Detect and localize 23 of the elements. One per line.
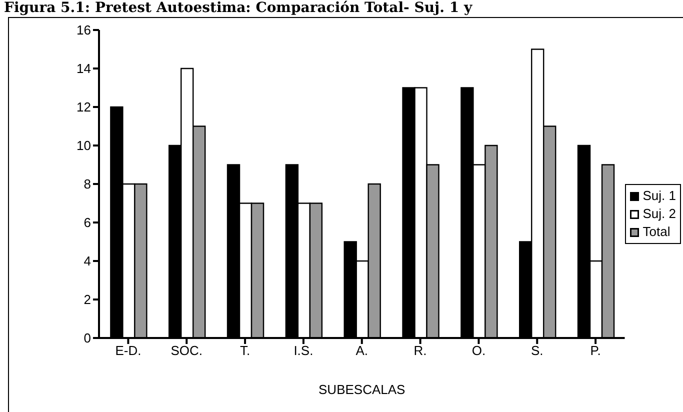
x-tick-label: O.	[472, 343, 486, 358]
x-axis-title: SUBESCALAS	[318, 382, 406, 397]
x-tick-label: E-D.	[115, 343, 142, 358]
y-tick-label: 6	[84, 215, 91, 230]
x-tick-label: SOC.	[170, 343, 203, 358]
y-tick-label: 12	[76, 100, 91, 115]
y-tick-label: 16	[76, 22, 91, 38]
legend-label: Suj. 2	[642, 205, 676, 223]
x-tick-label: I.S.	[294, 343, 314, 358]
y-tick-label: 4	[84, 254, 91, 269]
x-tick-label: R.	[414, 343, 427, 358]
legend-label: Suj. 1	[642, 187, 676, 205]
y-tick-label: 14	[76, 61, 91, 76]
x-tick-label: T.	[240, 343, 250, 358]
x-tick-label: A.	[356, 343, 368, 358]
y-tick-label: 0	[84, 330, 91, 346]
y-tick-label: 2	[84, 292, 91, 308]
legend-label: Total	[642, 223, 670, 241]
x-tick-label: S.	[530, 343, 544, 358]
y-tick-label: 8	[84, 176, 91, 192]
chart-title: Figura 5.1: Pretest Autoestima: Comparación Total- Suj. 1 y	[3, 0, 474, 17]
y-tick-label: 10	[76, 138, 91, 154]
x-tick-label: P.	[590, 343, 601, 358]
